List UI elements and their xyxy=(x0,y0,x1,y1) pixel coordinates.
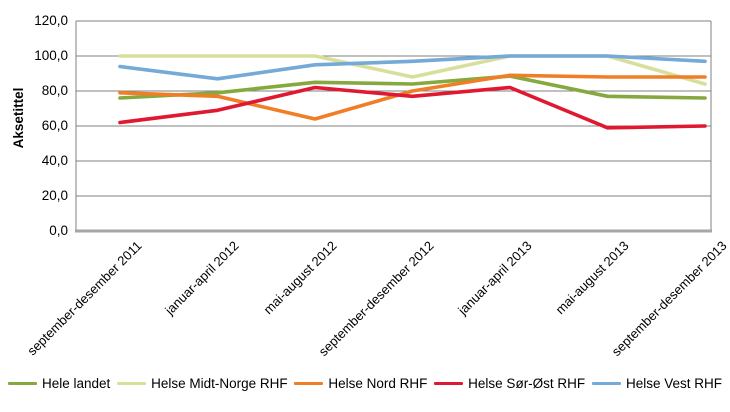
legend-label: Helse Nord RHF xyxy=(328,376,428,391)
legend-label: Helse Sør-Øst RHF xyxy=(468,376,586,391)
y-tick-label: 60,0 xyxy=(41,118,68,133)
y-tick-label: 120,0 xyxy=(34,13,68,28)
plot-area xyxy=(75,20,712,233)
series-line-hele-landet xyxy=(118,74,707,100)
legend-swatch-helse-nord xyxy=(294,381,324,386)
gridlines xyxy=(76,20,711,197)
series-line-helse-vest xyxy=(118,54,707,81)
series-line-helse-nord xyxy=(118,73,707,121)
y-tick-label: 80,0 xyxy=(41,83,68,98)
legend-swatch-helse-sor-ost xyxy=(434,381,464,386)
y-tick-label: 20,0 xyxy=(41,188,68,203)
series-line-helse-sor-ost xyxy=(118,85,707,130)
y-tick-label: 100,0 xyxy=(34,48,68,63)
legend-swatch-helse-vest xyxy=(591,381,621,386)
legend: Hele landet Helse Midt-Norge RHF Helse N… xyxy=(0,376,730,391)
legend-item-hele-landet: Hele landet xyxy=(8,376,110,391)
legend-item-helse-nord: Helse Nord RHF xyxy=(294,376,427,391)
legend-swatch-hele-landet xyxy=(8,381,37,386)
legend-item-helse-sor-ost: Helse Sør-Øst RHF xyxy=(434,376,585,391)
y-tick-label: 0,0 xyxy=(49,223,68,238)
legend-item-helse-midt-norge: Helse Midt-Norge RHF xyxy=(117,376,288,391)
legend-label: Helse Midt-Norge RHF xyxy=(151,376,288,391)
legend-item-helse-vest: Helse Vest RHF xyxy=(591,376,722,391)
legend-swatch-helse-midt-norge xyxy=(117,381,147,386)
legend-label: Helse Vest RHF xyxy=(625,376,722,391)
y-tick-label: 40,0 xyxy=(41,153,68,168)
legend-label: Hele landet xyxy=(42,376,111,391)
